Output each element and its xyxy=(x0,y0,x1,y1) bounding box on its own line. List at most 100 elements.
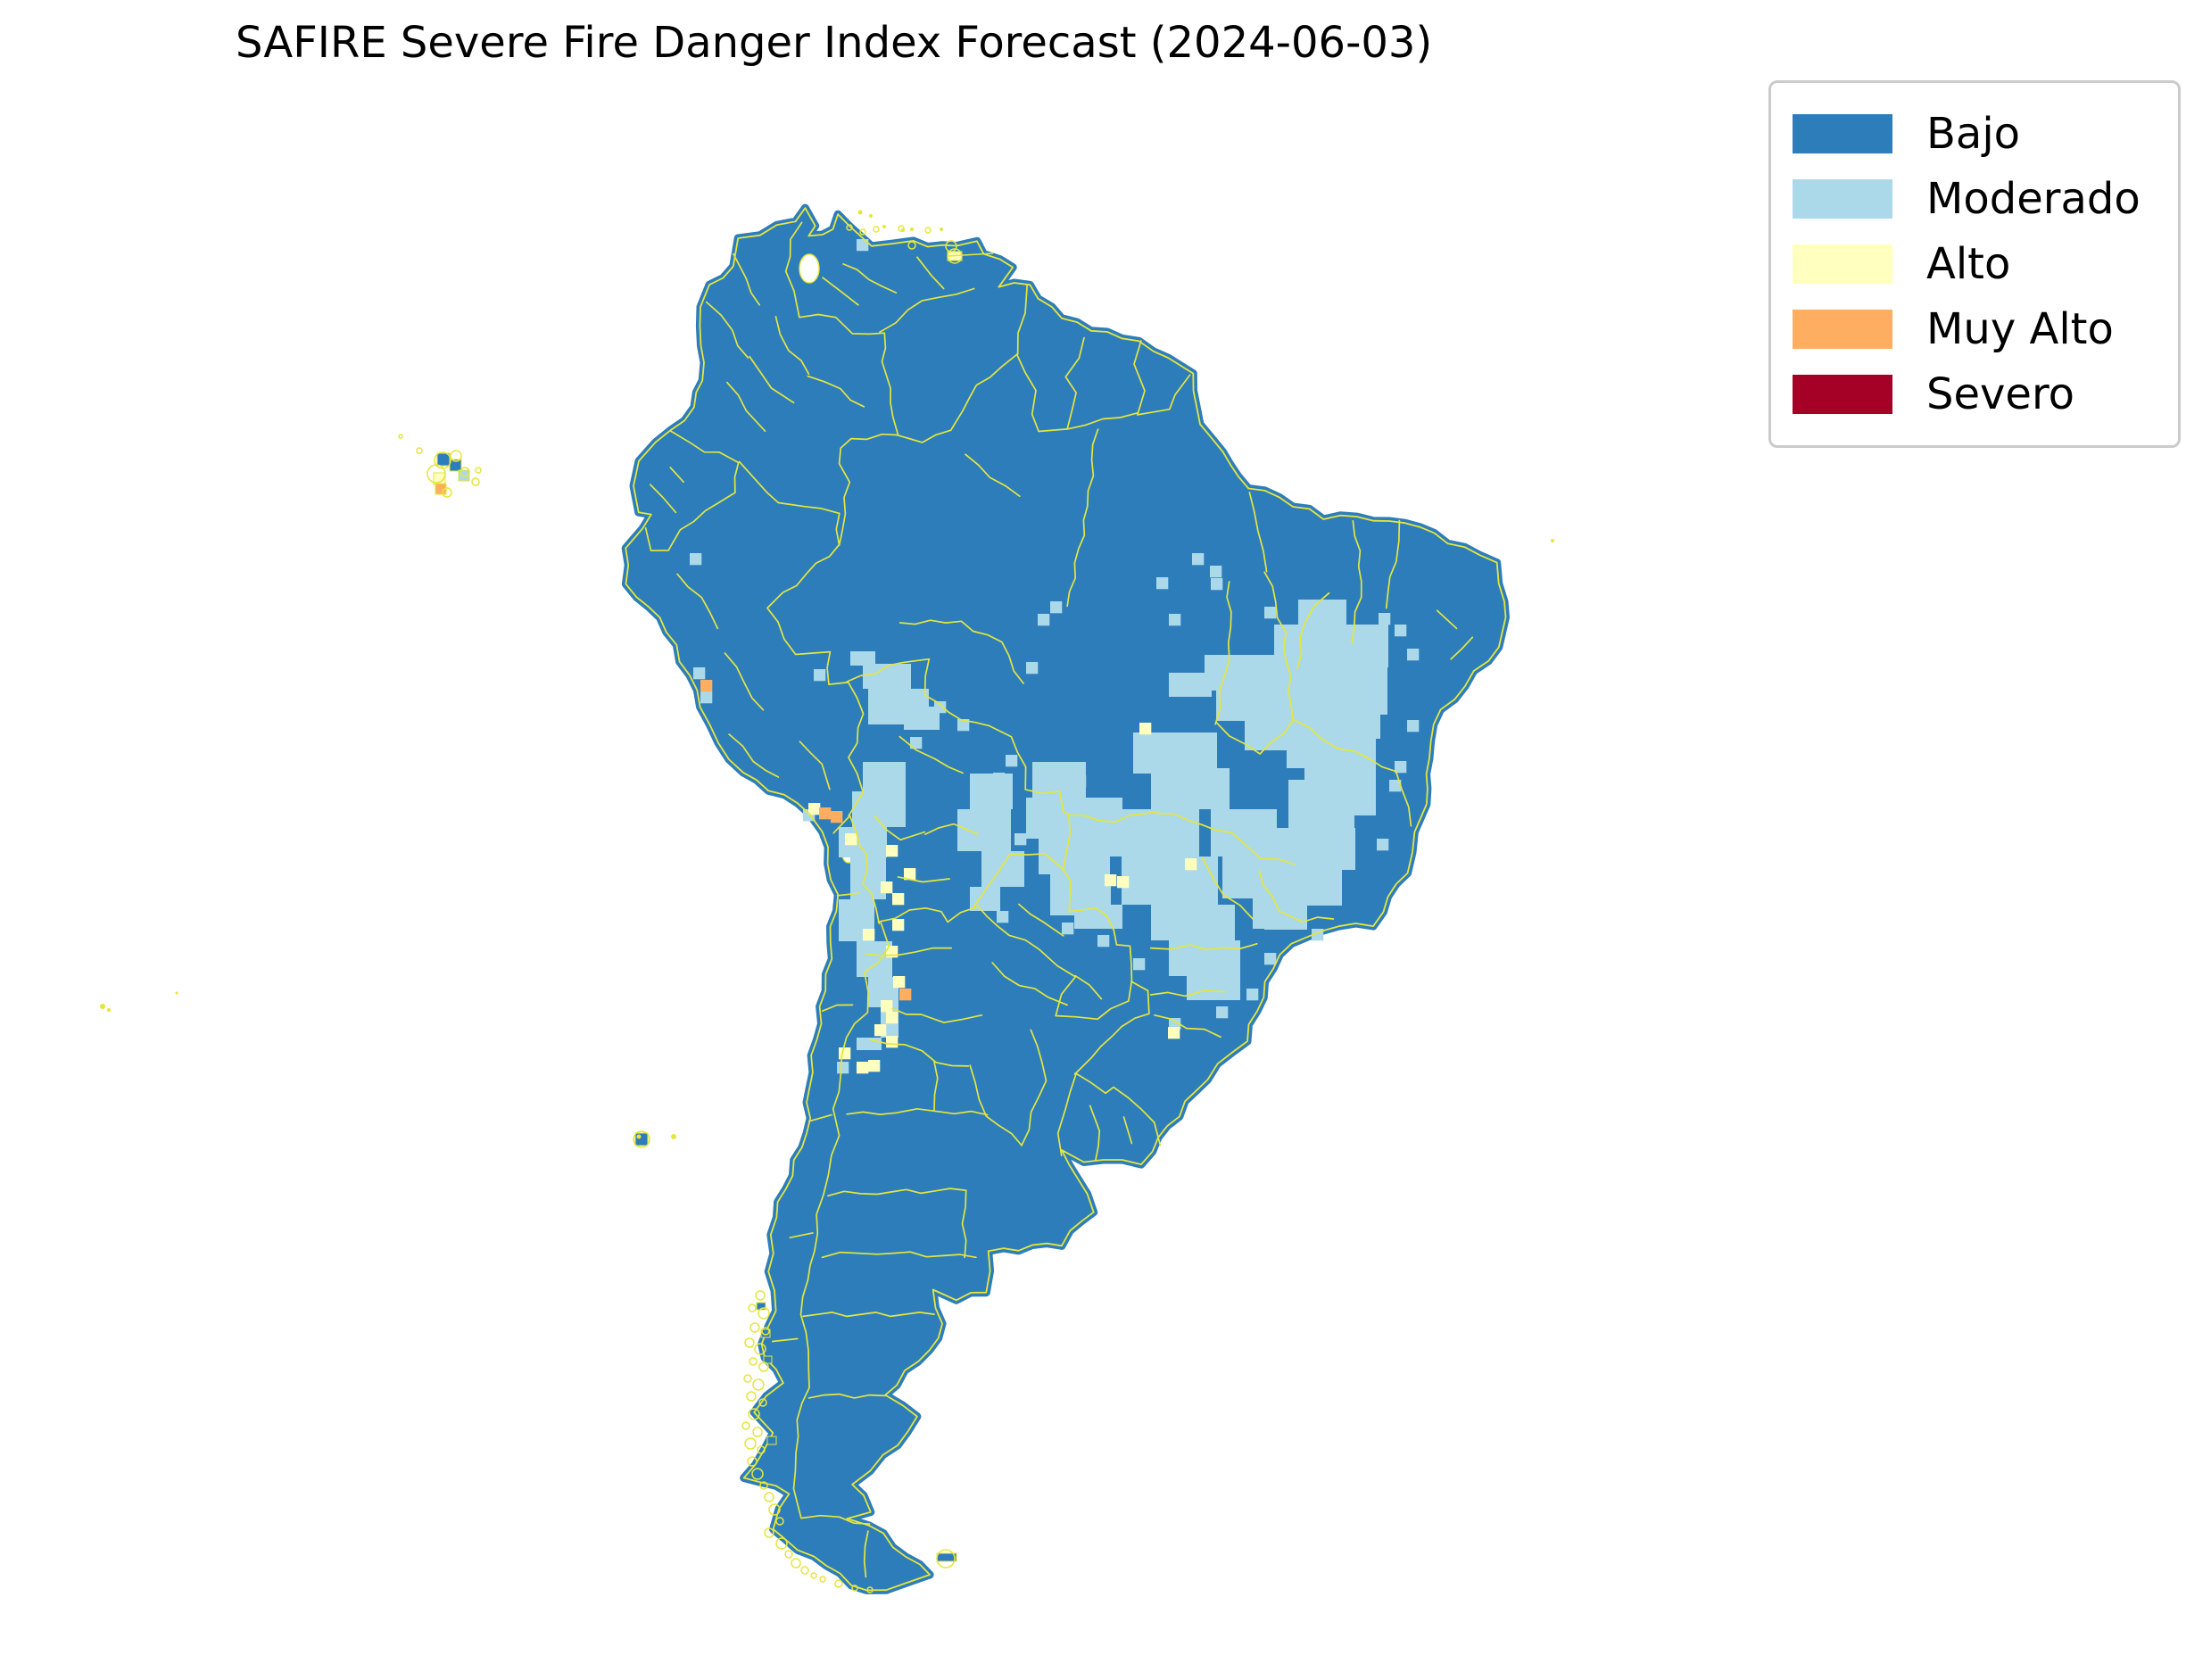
moderado-cells xyxy=(1354,660,1385,691)
moderado-cells xyxy=(1356,715,1380,739)
moderado-cells xyxy=(1169,673,1212,697)
island-outline xyxy=(475,467,482,474)
island-cell xyxy=(760,1328,771,1338)
coastline xyxy=(625,207,1507,1592)
alto-cell xyxy=(904,868,916,881)
admin-boundary xyxy=(1385,519,1401,609)
admin-boundary xyxy=(1156,813,1296,865)
admin-boundary xyxy=(784,221,899,436)
moderado-cell xyxy=(1038,614,1050,626)
island-outline xyxy=(800,1566,809,1575)
island-dot xyxy=(901,228,905,232)
legend-swatch xyxy=(1793,244,1892,284)
island-outline xyxy=(764,1527,774,1538)
alto-cell xyxy=(886,1036,898,1048)
moderado-cell xyxy=(910,737,923,749)
admin-boundary xyxy=(1436,609,1458,630)
admin-boundary xyxy=(847,681,865,817)
island-outline xyxy=(747,1456,758,1467)
island-outline xyxy=(749,1322,760,1333)
admin-boundary xyxy=(1074,1072,1162,1146)
island-dot xyxy=(100,1004,105,1009)
alto-cell xyxy=(1105,874,1117,887)
moderado-cell xyxy=(1133,958,1146,971)
admin-boundary xyxy=(1292,718,1412,827)
legend-label: Alto xyxy=(1926,239,2011,289)
moderado-cells xyxy=(957,809,1011,851)
lake xyxy=(799,253,820,284)
island-outline xyxy=(460,467,470,477)
admin-boundary xyxy=(1450,636,1474,660)
island-outline xyxy=(633,1130,650,1148)
moderado-cell xyxy=(1006,755,1018,767)
island-outline xyxy=(398,434,403,439)
island-outline xyxy=(471,477,480,486)
island-dot xyxy=(175,991,178,995)
admin-boundary xyxy=(965,453,1021,498)
admin-boundary xyxy=(846,1107,989,1116)
island-outline xyxy=(743,1374,752,1383)
moderado-cells xyxy=(863,664,911,689)
admin-boundary xyxy=(1351,519,1362,644)
island-dot xyxy=(882,225,886,228)
island-outline xyxy=(758,1398,767,1407)
moderado-cells xyxy=(1133,732,1217,774)
admin-boundary xyxy=(724,652,765,711)
admin-boundary xyxy=(1154,1014,1221,1039)
moderado-cell xyxy=(1169,1018,1181,1030)
moderado-cells xyxy=(1110,809,1199,857)
moderado-cell xyxy=(1407,649,1420,661)
moderado-cell xyxy=(957,719,970,732)
moderado-cells xyxy=(981,851,1024,887)
island-outline xyxy=(945,240,957,252)
island-outline xyxy=(775,1537,788,1550)
moderado-cells xyxy=(850,651,875,666)
island-outline xyxy=(757,1445,766,1454)
alto-cell xyxy=(1139,723,1152,735)
island-outline xyxy=(761,1327,770,1336)
admin-boundary xyxy=(1021,1029,1048,1146)
moderado-cell xyxy=(1379,613,1391,625)
moderado-cell xyxy=(700,691,713,704)
admin-boundary xyxy=(924,823,979,835)
moderado-cell xyxy=(1389,780,1402,792)
admin-boundary xyxy=(1296,592,1330,670)
admin-boundary xyxy=(1136,374,1191,416)
admin-boundary xyxy=(1064,336,1085,430)
admin-boundary xyxy=(774,316,810,376)
island-outline xyxy=(450,450,462,462)
legend-item-muy-alto: Muy Alto xyxy=(1793,308,2157,351)
island-outline xyxy=(907,241,916,250)
alto-cell xyxy=(1168,1027,1180,1039)
moderado-cell xyxy=(1395,761,1407,774)
legend-swatch xyxy=(1793,179,1892,219)
island-outline xyxy=(924,227,932,234)
admin-boundary xyxy=(1133,340,1146,416)
moderado-cell xyxy=(1377,839,1389,851)
island-outline xyxy=(810,1572,817,1579)
admin-boundary xyxy=(669,467,684,484)
island-outline xyxy=(416,447,423,454)
island-outline xyxy=(791,1558,801,1568)
moderado-cell xyxy=(1192,553,1205,566)
island-outline xyxy=(752,1378,765,1391)
admin-boundary xyxy=(808,1113,832,1122)
island-outline xyxy=(744,1437,757,1450)
moderado-cell xyxy=(1062,923,1074,935)
moderado-cell xyxy=(1156,577,1169,590)
admin-boundary xyxy=(827,1188,965,1197)
alto-cell xyxy=(868,1060,881,1072)
moderado-cells xyxy=(1039,839,1110,874)
island-outline xyxy=(746,1391,757,1402)
admin-boundary xyxy=(749,355,795,404)
legend-item-severo: Severo xyxy=(1793,373,2157,416)
moderado-cells xyxy=(970,774,1013,809)
moderado-cell xyxy=(837,1062,849,1074)
island-dot xyxy=(636,1134,642,1139)
admin-boundary xyxy=(669,430,740,464)
admin-boundary xyxy=(807,1393,886,1399)
admin-boundary xyxy=(649,484,677,514)
moderado-cell xyxy=(814,669,826,682)
island-cell xyxy=(756,1302,766,1311)
island-dot xyxy=(857,210,863,215)
